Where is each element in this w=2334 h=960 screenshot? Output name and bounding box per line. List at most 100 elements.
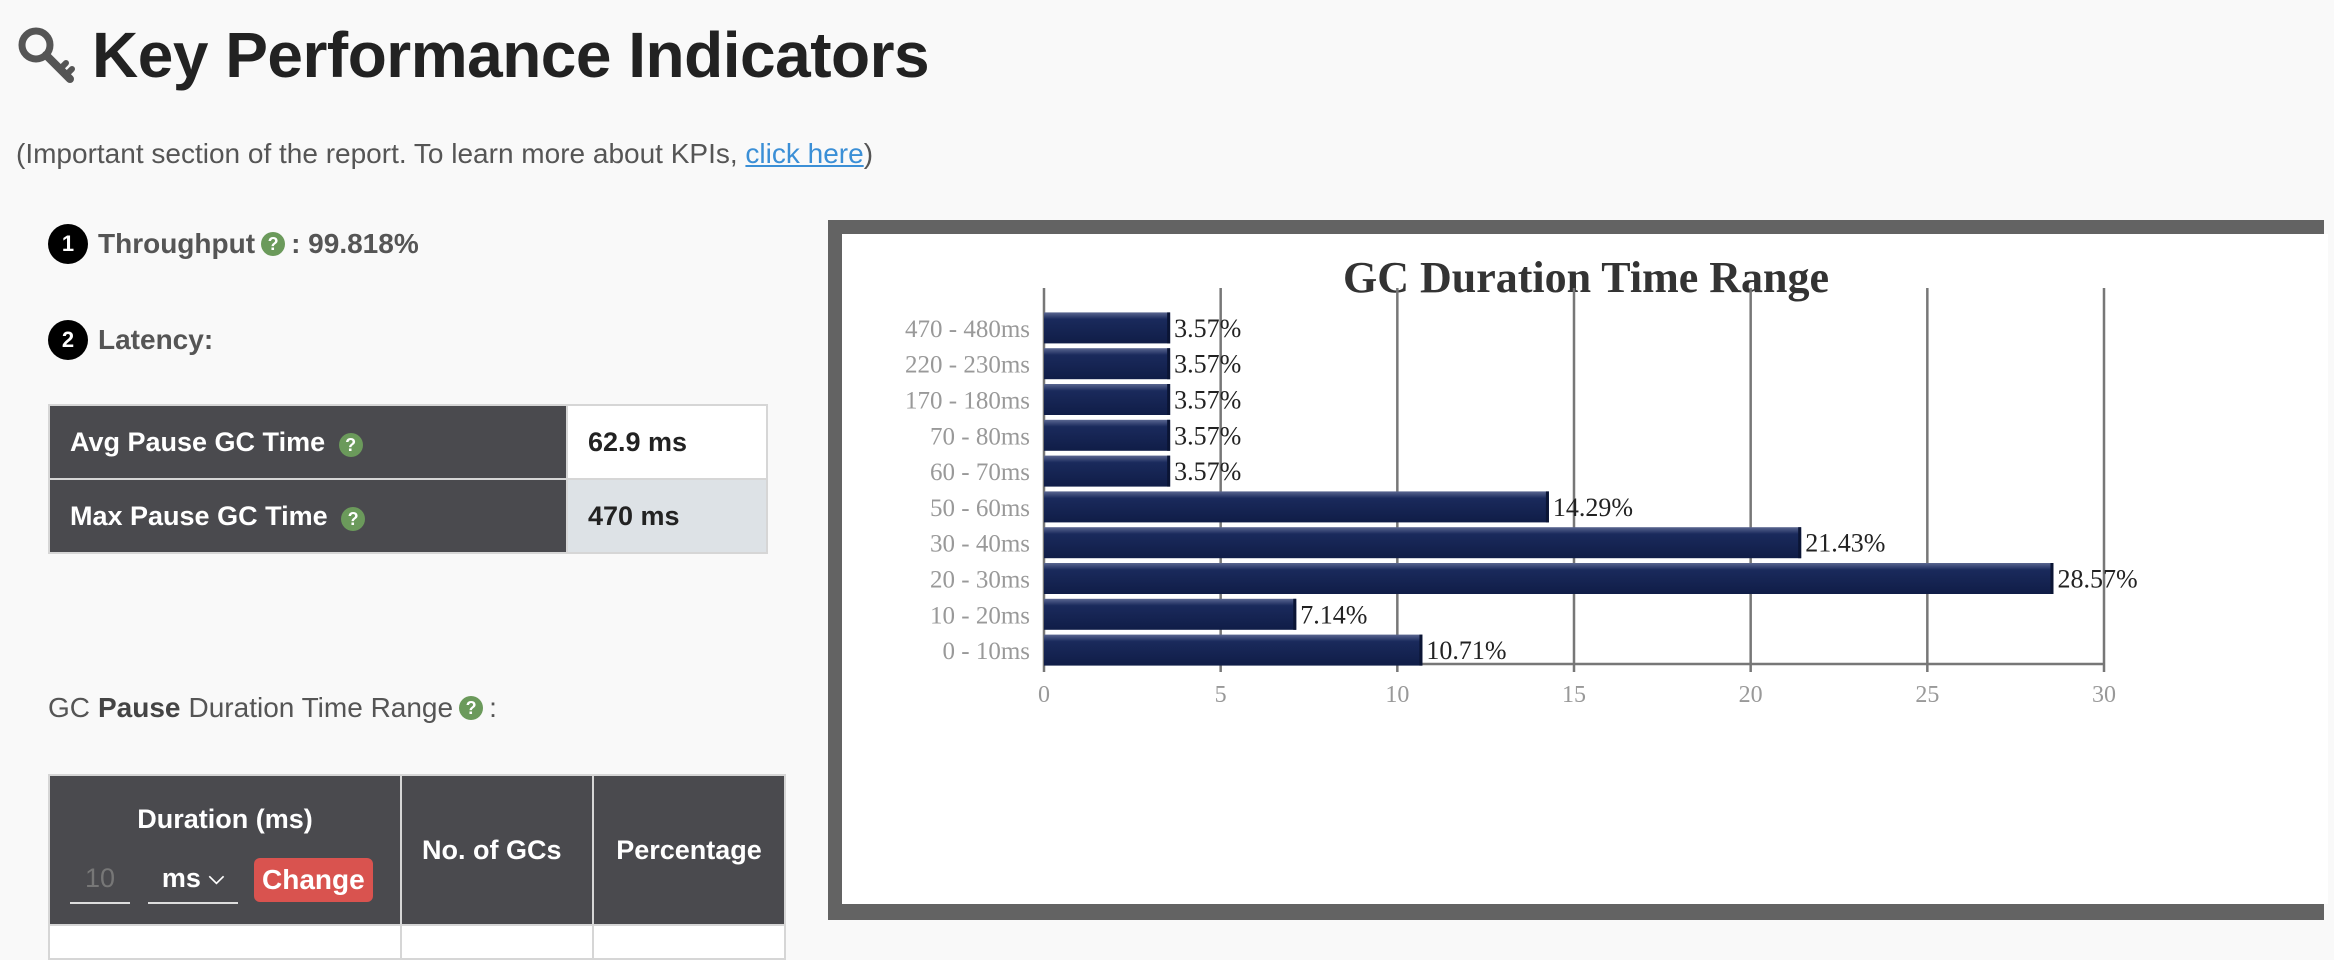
range-prefix: GC <box>48 692 90 723</box>
category-label: 220 - 230ms <box>905 352 1030 379</box>
bar-value-label: 3.57% <box>1174 457 1241 486</box>
avg-pause-label-cell: Avg Pause GC Time ? <box>48 404 568 480</box>
bar-rect <box>1044 527 1802 559</box>
bar-rect <box>1044 455 1171 487</box>
throughput-row: 1 Throughput ? : 99.818% <box>48 224 419 264</box>
range-suffix: Duration Time Range <box>188 692 454 723</box>
bar-value-label: 3.57% <box>1174 386 1241 415</box>
help-icon[interactable]: ? <box>261 232 286 256</box>
x-tick-label: 25 <box>1915 682 1939 708</box>
table-cell <box>592 924 786 960</box>
bar: 28.57% <box>1044 563 2138 594</box>
bar: 3.57% <box>1044 384 1241 415</box>
max-pause-label-cell: Max Pause GC Time ? <box>48 478 568 554</box>
duration-controls: 10 ms ⌵ Change <box>70 858 373 904</box>
bar: 10.71% <box>1044 634 1507 666</box>
percentage-header: Percentage <box>592 774 786 926</box>
help-icon[interactable]: ? <box>338 433 363 457</box>
bar-rect <box>1044 384 1171 415</box>
bar-edge <box>1798 527 1802 559</box>
x-tick-label: 15 <box>1562 682 1586 708</box>
table-row: Avg Pause GC Time ? 62.9 ms <box>48 404 768 480</box>
category-label: 70 - 80ms <box>930 423 1030 450</box>
bar: 7.14% <box>1044 598 1367 630</box>
bar-edge <box>1167 348 1171 380</box>
avg-pause-label: Avg Pause GC Time <box>70 426 326 457</box>
gc-duration-chart-frame: GC Duration Time Range 3.57% 3.57% 3.57% 3.… <box>828 220 2328 920</box>
subtitle-suffix: ) <box>863 138 874 169</box>
category-label: 170 - 180ms <box>905 388 1030 415</box>
category-label: 10 - 20ms <box>930 602 1030 629</box>
bar: 21.43% <box>1044 527 1885 559</box>
bar-value-label: 7.14% <box>1300 600 1367 629</box>
bar-edge <box>1167 455 1171 487</box>
chart-bars: 3.57% 3.57% 3.57% 3.57% 3.57% 14.29% 21.43% 28.… <box>1044 312 2138 666</box>
bar-rect <box>1044 563 2054 594</box>
bar-edge <box>1167 384 1171 415</box>
throughput-label: Throughput <box>98 228 256 259</box>
category-label: 470 - 480ms <box>905 316 1030 343</box>
max-pause-label: Max Pause GC Time <box>70 500 328 531</box>
throughput-value: 99.818% <box>308 228 419 259</box>
category-label: 60 - 70ms <box>930 459 1030 486</box>
bar-edge <box>1545 491 1549 523</box>
avg-pause-value: 62.9 ms <box>566 404 768 480</box>
table-header-row: Duration (ms) 10 ms ⌵ Change No. of GCs P… <box>48 774 786 926</box>
kpi-number-badge: 1 <box>48 224 88 264</box>
bar-rect <box>1044 348 1171 380</box>
bar: 14.29% <box>1044 491 1633 523</box>
bar-rect <box>1044 634 1423 666</box>
page-title: Key Performance Indicators <box>92 19 930 91</box>
bar-value-label: 3.57% <box>1174 421 1241 450</box>
bar-value-label: 3.57% <box>1174 314 1241 343</box>
kpi-number-badge: 2 <box>48 320 88 360</box>
bar: 3.57% <box>1044 312 1241 344</box>
category-label: 30 - 40ms <box>930 531 1030 558</box>
kpi-help-link[interactable]: click here <box>745 138 864 169</box>
table-row <box>48 924 786 960</box>
gc-duration-chart: GC Duration Time Range 3.57% 3.57% 3.57% 3.… <box>842 234 2328 904</box>
subtitle-text: (Important section of the report. To lea… <box>16 138 746 169</box>
help-icon[interactable]: ? <box>341 507 366 531</box>
change-button[interactable]: Change <box>254 858 373 902</box>
x-tick-label: 5 <box>1215 682 1227 708</box>
key-icon <box>18 27 75 83</box>
chart-title: GC Duration Time Range <box>1343 253 1829 302</box>
chart-category-labels: 470 - 480ms 220 - 230ms 170 - 180ms 70 - 80… <box>905 316 1030 665</box>
range-bold-word: Pause <box>98 692 181 723</box>
chevron-down-icon: ⌵ <box>208 867 225 889</box>
bar-value-label: 21.43% <box>1805 529 1885 558</box>
category-label: 50 - 60ms <box>930 495 1030 522</box>
bar-value-label: 10.71% <box>1426 636 1506 665</box>
bar: 3.57% <box>1044 419 1241 451</box>
bar: 3.57% <box>1044 348 1241 380</box>
x-tick-label: 20 <box>1739 682 1763 708</box>
table-cell <box>400 924 594 960</box>
bar-rect <box>1044 312 1171 344</box>
category-label: 0 - 10ms <box>943 638 1031 665</box>
bar-edge <box>2050 563 2054 594</box>
page-header: Key Performance Indicators <box>16 18 930 92</box>
section-subtitle: (Important section of the report. To lea… <box>16 138 873 170</box>
bar-value-label: 3.57% <box>1174 350 1241 379</box>
range-size-input[interactable]: 10 <box>70 863 130 904</box>
latency-label: Latency: <box>98 324 214 355</box>
x-tick-label: 10 <box>1385 682 1409 708</box>
max-pause-value: 470 ms <box>566 478 768 554</box>
bar-edge <box>1167 312 1171 344</box>
category-label: 20 - 30ms <box>930 567 1030 594</box>
x-tick-label: 0 <box>1038 682 1050 708</box>
x-tick-label: 30 <box>2092 682 2116 708</box>
pause-time-table: Avg Pause GC Time ? 62.9 ms Max Pause GC… <box>48 404 768 554</box>
bar-edge <box>1167 419 1171 451</box>
duration-header-label: Duration (ms) <box>137 804 313 834</box>
bar-edge <box>1293 598 1297 630</box>
no-of-gcs-header: No. of GCs <box>400 774 594 926</box>
bar-edge <box>1419 634 1423 666</box>
latency-row: 2 Latency: <box>48 320 213 360</box>
chart-x-ticks: 0 5 10 15 20 25 30 <box>1038 682 2116 708</box>
duration-column-header: Duration (ms) 10 ms ⌵ Change <box>48 774 402 926</box>
throughput-separator: : <box>291 228 301 259</box>
unit-select[interactable]: ms ⌵ <box>148 863 238 904</box>
help-icon[interactable]: ? <box>459 696 484 720</box>
